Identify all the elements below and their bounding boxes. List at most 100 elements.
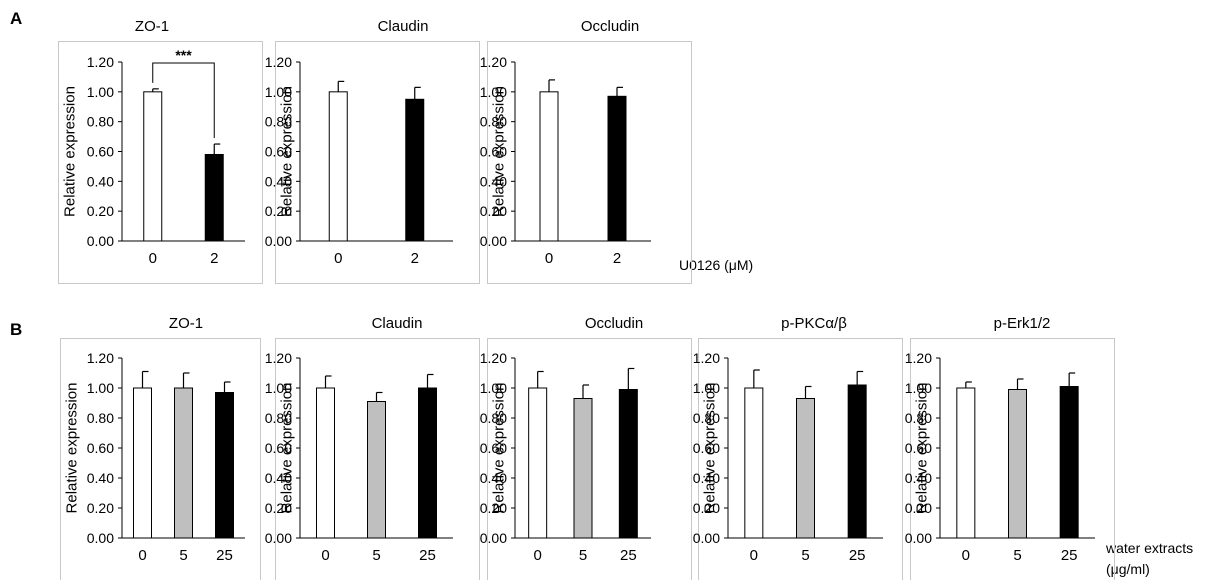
y-axis-label: Relative expression (279, 383, 296, 514)
x-tick-label: 2 (210, 250, 218, 267)
x-tick-label: 0 (149, 250, 157, 267)
row-b-x-title-line2: (μg/ml) (1106, 561, 1150, 577)
panel-label-b: B (10, 320, 22, 339)
x-tick-label: 25 (620, 547, 637, 564)
bar (418, 387, 437, 539)
chart-title: ZO-1 (135, 18, 169, 35)
x-tick-label: 25 (1061, 547, 1078, 564)
bar (744, 387, 764, 539)
bar (618, 389, 638, 539)
bar (956, 387, 976, 539)
chart-title: Occludin (585, 315, 643, 332)
y-tick-label: 0.80 (905, 410, 932, 426)
y-tick-label: 1.00 (905, 380, 932, 396)
chart-frame (698, 338, 903, 580)
y-tick-label: 0.60 (693, 440, 720, 456)
x-tick-label: 0 (545, 250, 553, 267)
y-axis-label: Relative expression (64, 383, 81, 514)
row-a-x-title: U0126 (μM) (679, 257, 753, 273)
y-tick-label: 1.00 (265, 380, 292, 396)
y-tick-label: 0.40 (265, 173, 292, 189)
y-tick-label: 1.20 (480, 350, 507, 366)
y-tick-label: 0.00 (87, 233, 114, 249)
chart-frame (487, 41, 692, 284)
x-tick-label: 5 (579, 547, 587, 564)
y-tick-label: 0.60 (265, 144, 292, 160)
x-tick-label: 2 (613, 250, 621, 267)
chart-title: Claudin (378, 18, 429, 35)
y-tick-label: 0.20 (265, 500, 292, 516)
chart-title: p-PKCα/β (781, 315, 847, 332)
x-tick-label: 0 (533, 547, 541, 564)
y-axis-label: Relative expression (702, 383, 719, 514)
y-tick-label: 0.60 (905, 440, 932, 456)
x-tick-label: 0 (138, 547, 146, 564)
y-axis-label: Relative expression (491, 383, 508, 514)
chart-frame (275, 41, 480, 284)
chart-b-7: p-PKCα/β Relative expression 0.00 0.20 0.40 0… (693, 315, 903, 580)
bar (796, 398, 815, 539)
bar (316, 387, 335, 539)
y-tick-label: 1.00 (87, 380, 114, 396)
bar (174, 387, 193, 539)
y-tick-label: 1.20 (265, 54, 292, 70)
y-axis-label: Relative expression (279, 86, 296, 217)
y-tick-label: 0.20 (480, 203, 507, 219)
y-tick-label: 1.20 (87, 54, 114, 70)
bar (215, 392, 234, 539)
x-tick-label: 0 (321, 547, 329, 564)
y-tick-label: 0.40 (87, 470, 114, 486)
chart-b-5: Claudin Relative expression 0.00 0.20 0.40 0.… (265, 315, 480, 580)
chart-frame (910, 338, 1115, 580)
bar (367, 401, 386, 539)
y-tick-label: 0.00 (87, 530, 114, 546)
y-tick-label: 0.80 (480, 410, 507, 426)
significance-bracket (152, 62, 215, 139)
x-tick-label: 25 (216, 547, 233, 564)
chart-a-1: ZO-1 Relative expression 0.00 0.20 0.40 0.60 0… (58, 18, 263, 284)
y-tick-label: 0.80 (265, 114, 292, 130)
y-tick-label: 0.00 (265, 233, 292, 249)
y-tick-label: 0.20 (87, 203, 114, 219)
x-tick-label: 2 (411, 250, 419, 267)
bar (847, 384, 867, 539)
y-tick-label: 1.20 (87, 350, 114, 366)
y-tick-label: 0.20 (87, 500, 114, 516)
y-tick-label: 0.00 (905, 530, 932, 546)
y-tick-label: 0.60 (87, 440, 114, 456)
y-tick-label: 0.00 (693, 530, 720, 546)
chart-frame (275, 338, 480, 580)
x-tick-label: 0 (962, 547, 970, 564)
bar (607, 95, 627, 242)
y-tick-label: 0.80 (693, 410, 720, 426)
panel-label-a: A (10, 9, 22, 28)
y-tick-label: 0.60 (87, 144, 114, 160)
chart-title: Claudin (372, 315, 423, 332)
y-tick-label: 0.60 (480, 440, 507, 456)
y-tick-label: 0.40 (905, 470, 932, 486)
bar (133, 387, 152, 539)
x-tick-label: 5 (801, 547, 809, 564)
y-tick-label: 0.80 (87, 410, 114, 426)
x-tick-label: 5 (179, 547, 187, 564)
bar (1008, 389, 1027, 539)
y-axis-label: Relative expression (62, 86, 79, 217)
x-tick-label: 25 (419, 547, 436, 564)
chart-b-8: p-Erk1/2 Relative expression 0.00 0.20 0.40 0… (905, 315, 1115, 580)
chart-a-2: Claudin Relative expression 0.00 0.20 0.40 0.… (265, 18, 480, 284)
y-tick-label: 1.20 (480, 54, 507, 70)
y-tick-label: 0.80 (87, 114, 114, 130)
chart-b-6: Occludin Relative expression 0.00 0.20 0.40 0… (480, 315, 692, 580)
y-tick-label: 1.00 (87, 84, 114, 100)
chart-frame (58, 41, 263, 284)
x-tick-label: 5 (1013, 547, 1021, 564)
y-tick-label: 1.20 (693, 350, 720, 366)
chart-title: Occludin (581, 18, 639, 35)
y-axis-label: Relative expression (914, 383, 931, 514)
y-axis-label: Relative expression (491, 86, 508, 217)
bar (143, 91, 163, 242)
bar (204, 153, 224, 242)
y-tick-label: 0.00 (480, 530, 507, 546)
y-tick-label: 0.40 (480, 470, 507, 486)
